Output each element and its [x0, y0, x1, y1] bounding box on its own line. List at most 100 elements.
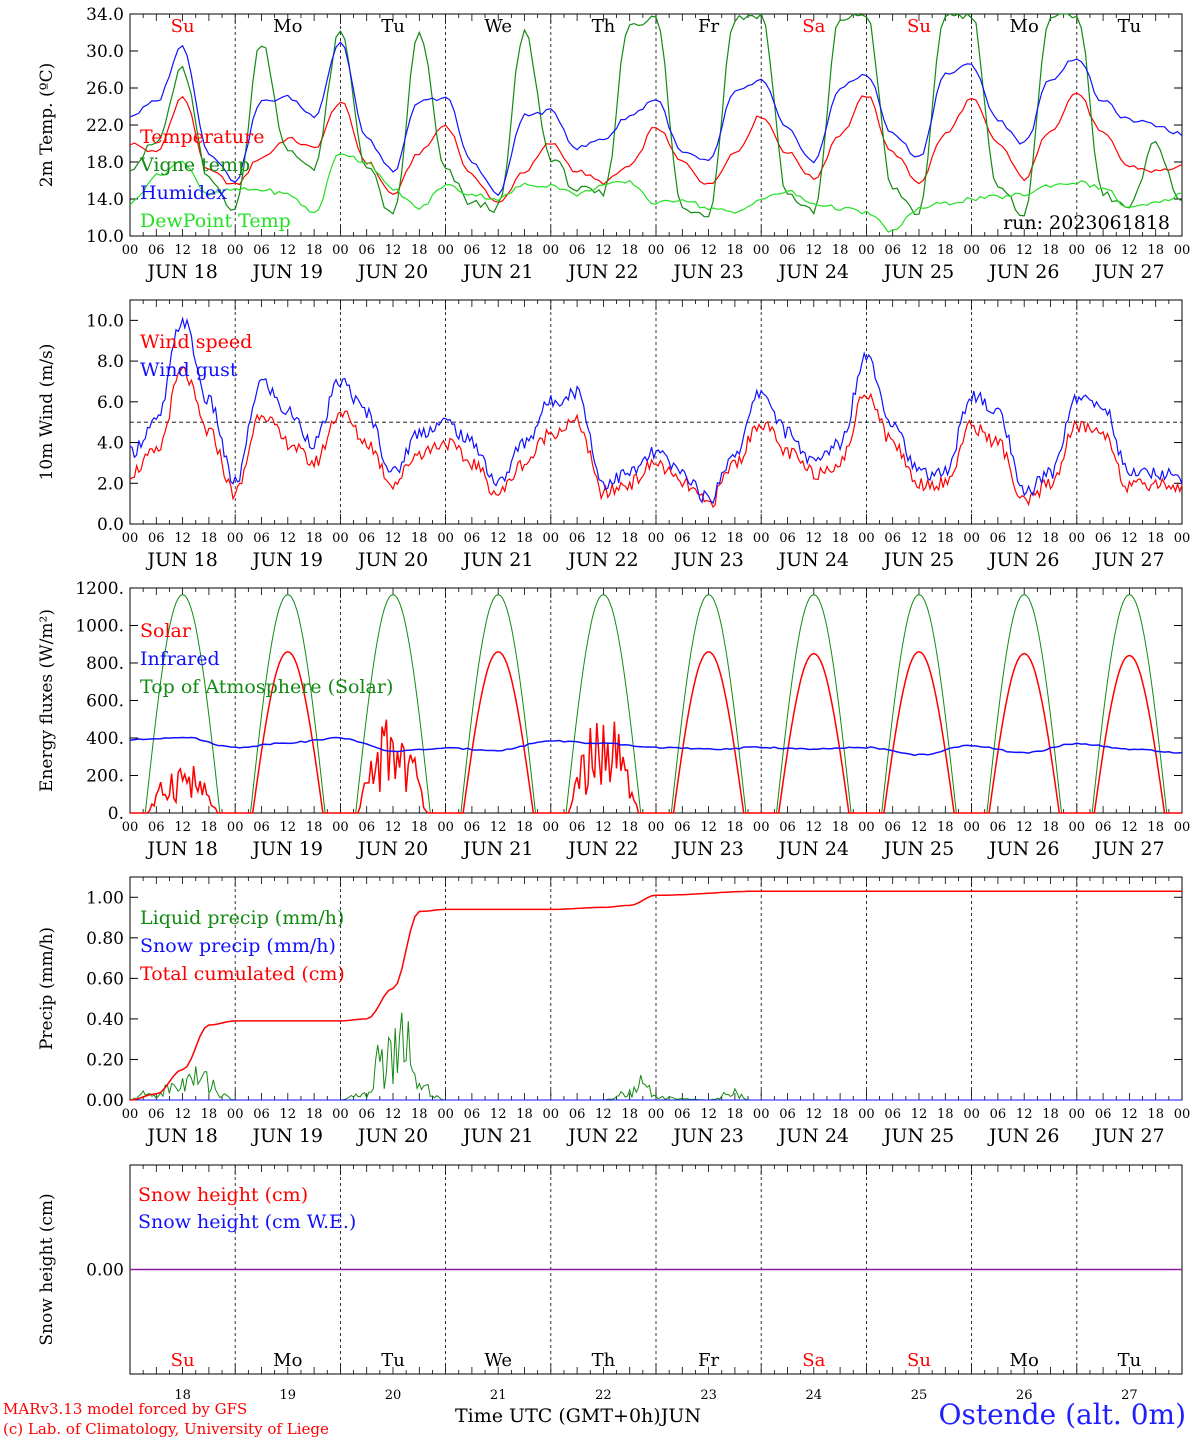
legend-humidex: Humidex [140, 182, 227, 204]
hour-tick-label: 00 [122, 243, 139, 258]
weekday-label: We [484, 1350, 512, 1371]
hour-tick-label: 12 [1121, 1107, 1138, 1122]
y-tick-label: 2.0 [97, 474, 124, 494]
y-tick-label: 0.60 [86, 969, 124, 989]
legend-snow-height-cm-w-e-: Snow height (cm W.E.) [138, 1211, 356, 1233]
date-label: JUN 19 [251, 838, 323, 860]
y-tick-label: 34.0 [86, 5, 124, 25]
temperature-y-axis-title: 2m Temp. (ºC) [37, 63, 57, 188]
hour-tick-label: 18 [621, 820, 638, 835]
date-label: JUN 20 [356, 261, 428, 283]
precip-y-axis-title: Precip (mm/h) [37, 927, 57, 1050]
y-tick-label: 1000. [75, 617, 124, 637]
date-label: JUN 22 [566, 549, 638, 571]
hour-tick-label: 12 [385, 243, 402, 258]
hour-tick-label: 00 [858, 531, 875, 546]
hour-tick-label: 06 [990, 820, 1007, 835]
weekday-label: We [484, 16, 512, 37]
weekday-label: Su [171, 16, 195, 37]
y-tick-label: 10.0 [86, 227, 124, 247]
date-label: JUN 27 [1092, 838, 1164, 860]
y-tick-label: 0.00 [86, 1261, 124, 1281]
legend-wind-speed: Wind speed [140, 331, 252, 353]
hour-tick-label: 00 [1069, 531, 1086, 546]
weekday-label: Th [592, 1350, 616, 1371]
series-wind-speed [129, 366, 1183, 509]
hour-tick-label: 12 [806, 531, 823, 546]
hour-tick-label: 00 [1174, 531, 1191, 546]
hour-tick-label: 06 [990, 1107, 1007, 1122]
hour-tick-label: 06 [1095, 531, 1112, 546]
hour-tick-label: 00 [858, 820, 875, 835]
series-total-cumulated [129, 890, 1182, 1101]
hour-tick-label: 18 [621, 243, 638, 258]
hour-tick-label: 06 [569, 531, 586, 546]
series-solar [130, 651, 1182, 814]
hour-tick-label: 00 [437, 820, 454, 835]
weekday-label: Mo [273, 1350, 302, 1371]
date-label: JUN 20 [356, 1125, 428, 1147]
day-number-label: 25 [911, 1388, 928, 1403]
hour-tick-label: 06 [779, 531, 796, 546]
hour-tick-label: 06 [674, 531, 691, 546]
hour-tick-label: 00 [1174, 820, 1191, 835]
y-tick-label: 4.0 [97, 434, 124, 454]
energy-y-axis-title: Energy fluxes (W/m²) [37, 609, 57, 792]
hour-tick-label: 06 [253, 531, 270, 546]
hour-tick-label: 00 [437, 531, 454, 546]
model-credit: MARv3.13 model forced by GFS [3, 1400, 248, 1418]
hour-tick-label: 12 [700, 531, 717, 546]
legend-dewpoint-temp: DewPoint Temp [140, 210, 291, 232]
hour-tick-label: 00 [122, 820, 139, 835]
hour-tick-label: 00 [332, 1107, 349, 1122]
hour-tick-label: 12 [806, 820, 823, 835]
panel-precip: 0.00 0.20 0.40 0.60 0.80 1.00 Precip (mm/h) 00 0… [37, 876, 1190, 1147]
hour-tick-label: 18 [727, 243, 744, 258]
legend-infrared: Infrared [140, 648, 220, 670]
hour-tick-label: 18 [1147, 531, 1164, 546]
weekday-label: Tu [381, 1350, 405, 1371]
date-label: JUN 20 [356, 838, 428, 860]
hour-tick-label: 12 [174, 1107, 191, 1122]
date-label: JUN 27 [1092, 261, 1164, 283]
hour-tick-label: 00 [437, 243, 454, 258]
hour-tick-label: 12 [1121, 531, 1138, 546]
wind-y-axis-title: 10m Wind (m/s) [37, 344, 57, 481]
hour-tick-label: 18 [937, 531, 954, 546]
hour-tick-label: 12 [1016, 1107, 1033, 1122]
hour-tick-label: 18 [727, 1107, 744, 1122]
y-tick-label: 1200. [75, 579, 124, 599]
date-label: JUN 18 [145, 838, 217, 860]
hour-tick-label: 18 [832, 1107, 849, 1122]
hour-tick-label: 18 [516, 531, 533, 546]
hour-tick-label: 06 [358, 531, 375, 546]
hour-tick-label: 06 [1095, 1107, 1112, 1122]
day-number-label: 22 [595, 1388, 612, 1403]
hour-tick-label: 06 [990, 531, 1007, 546]
hour-tick-label: 00 [648, 531, 665, 546]
hour-tick-label: 06 [884, 820, 901, 835]
date-label: JUN 23 [671, 838, 743, 860]
hour-tick-label: 18 [1147, 820, 1164, 835]
hour-tick-label: 00 [543, 531, 560, 546]
hour-tick-label: 18 [1042, 531, 1059, 546]
hour-tick-label: 00 [753, 243, 770, 258]
weekday-label: Su [907, 16, 931, 37]
hour-tick-label: 12 [385, 820, 402, 835]
hour-tick-label: 18 [832, 820, 849, 835]
run-label: run: 2023061818 [1003, 212, 1170, 234]
series-liquid-precip [129, 1012, 1182, 1101]
weekday-label: Su [171, 1350, 195, 1371]
hour-tick-label: 12 [1016, 820, 1033, 835]
panel-wind: 0.0 2.0 4.0 6.0 8.0 10.0 10m Wind (m/s) 00 06 12 1… [37, 299, 1191, 571]
hour-tick-label: 06 [253, 243, 270, 258]
hour-tick-label: 18 [411, 1107, 428, 1122]
date-label: JUN 21 [461, 838, 533, 860]
hour-tick-label: 18 [832, 243, 849, 258]
date-label: JUN 18 [145, 549, 217, 571]
hour-tick-label: 12 [174, 243, 191, 258]
hour-tick-label: 06 [569, 1107, 586, 1122]
hour-tick-label: 12 [595, 1107, 612, 1122]
y-tick-label: 0.20 [86, 1050, 124, 1070]
hour-tick-label: 06 [358, 243, 375, 258]
